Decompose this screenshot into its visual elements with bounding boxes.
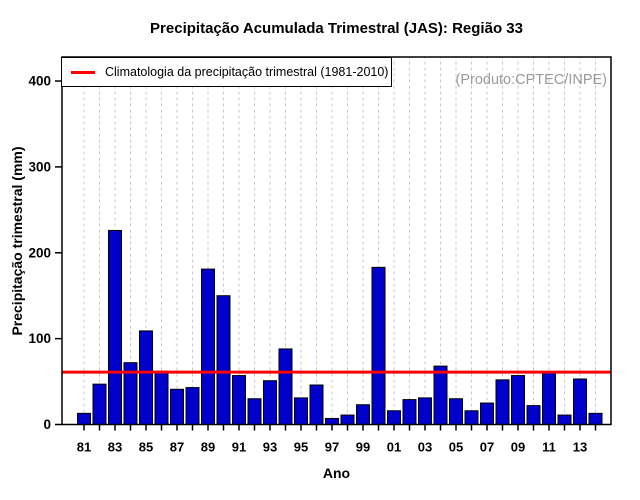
- bar-98: [340, 414, 355, 425]
- x-tick-label: 01: [387, 440, 401, 455]
- x-tick-label: 87: [170, 440, 184, 455]
- y-axis-label: Precipitação trimestral (mm): [9, 146, 25, 336]
- bar-06: [464, 410, 479, 426]
- bar-95: [294, 397, 308, 426]
- legend-label: Climatologia da precipitação trimestral …: [105, 65, 389, 79]
- x-tick-label: 85: [139, 440, 153, 455]
- bar-83: [108, 229, 122, 425]
- bar-13: [573, 378, 587, 425]
- bar-97: [325, 417, 339, 425]
- bar-09: [511, 375, 525, 426]
- bar-94: [278, 348, 293, 425]
- bar-01: [387, 410, 401, 426]
- bar-88: [185, 387, 200, 426]
- y-tick-label: 0: [43, 417, 51, 432]
- legend-line-sample: [71, 70, 95, 74]
- y-tick-label: 200: [28, 245, 51, 260]
- bar-05: [449, 398, 463, 426]
- x-tick-label: 93: [263, 440, 277, 455]
- x-tick-label: 09: [511, 440, 525, 455]
- x-tick-label: 81: [77, 440, 91, 455]
- bar-99: [356, 404, 370, 425]
- bar-10: [526, 405, 541, 425]
- bar-91: [232, 375, 246, 426]
- bar-85: [139, 330, 153, 426]
- bar-07: [480, 402, 494, 425]
- chart-title: Precipitação Acumulada Trimestral (JAS):…: [150, 20, 523, 37]
- y-tick-label: 400: [28, 74, 51, 89]
- x-tick-label: 03: [418, 440, 432, 455]
- bar-12: [557, 414, 572, 425]
- x-tick-label: 05: [449, 440, 463, 455]
- x-tick-label: 11: [542, 440, 556, 455]
- x-axis-label: Ano: [322, 465, 351, 481]
- x-tick-label: 97: [325, 440, 339, 455]
- bar-00: [371, 266, 386, 425]
- bar-86: [154, 370, 169, 425]
- x-tick-label: 89: [201, 440, 215, 455]
- bar-96: [309, 384, 324, 426]
- x-tick-label: 13: [573, 440, 587, 455]
- y-tick-label: 300: [28, 159, 51, 174]
- bar-89: [201, 268, 215, 425]
- bar-87: [170, 388, 184, 426]
- bar-82: [92, 383, 107, 425]
- bar-03: [418, 397, 432, 426]
- bar-11: [542, 372, 556, 426]
- bar-81: [77, 412, 91, 425]
- x-tick-label: 91: [232, 440, 246, 455]
- x-tick-label: 99: [356, 440, 370, 455]
- bar-04: [433, 365, 448, 426]
- x-tick-label: 95: [294, 440, 308, 455]
- bar-93: [263, 380, 277, 425]
- bar-02: [402, 399, 417, 426]
- bar-08: [495, 379, 510, 425]
- bar-92: [247, 398, 262, 426]
- source-attribution: (Produto:CPTEC/INPE): [455, 72, 608, 88]
- bar-90: [216, 295, 231, 425]
- bar-14: [588, 412, 603, 425]
- x-tick-label: 83: [108, 440, 122, 455]
- x-tick-label: 07: [480, 440, 494, 455]
- y-tick-label: 100: [28, 331, 51, 346]
- legend: Climatologia da precipitação trimestral …: [61, 57, 392, 87]
